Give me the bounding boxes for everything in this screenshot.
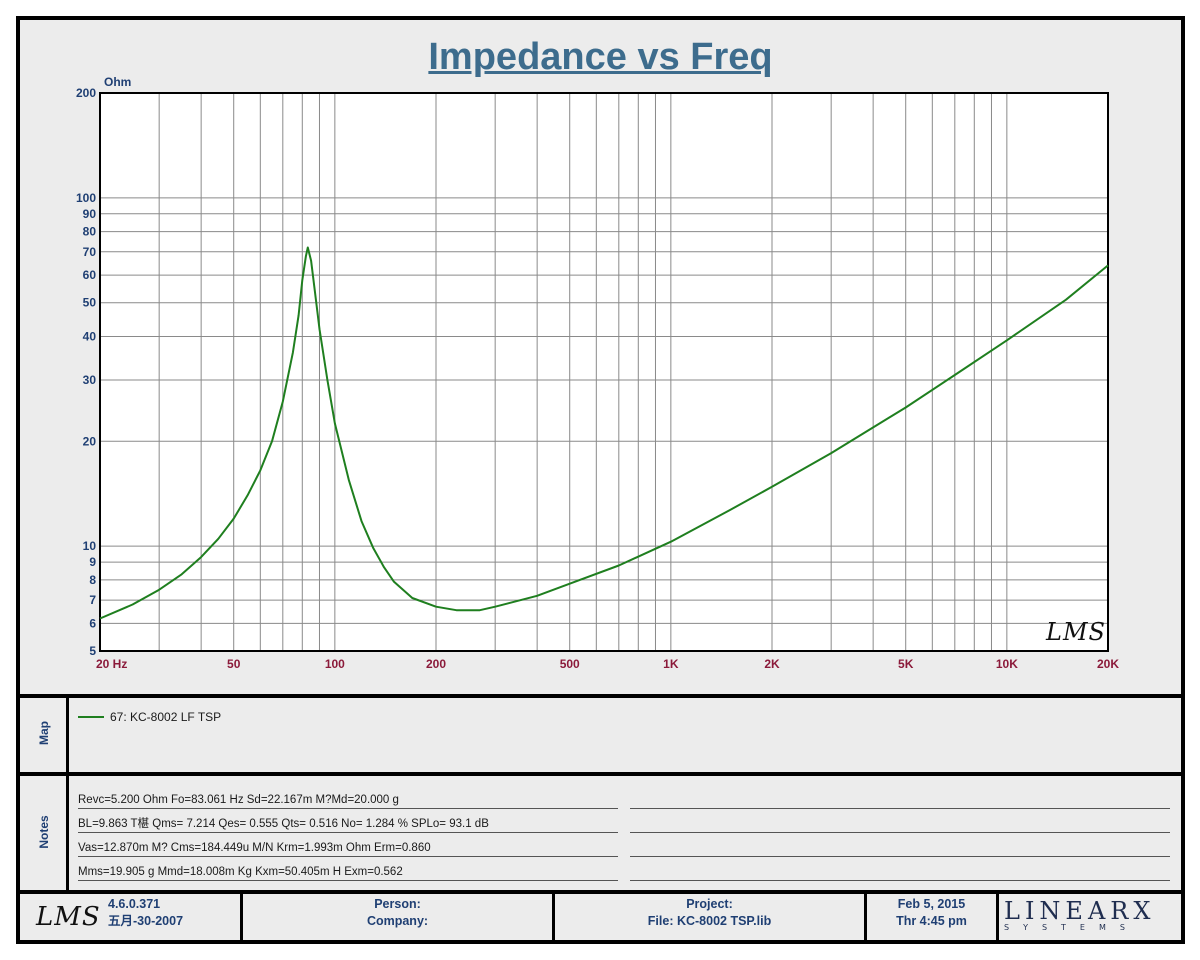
x-tick-label: 50 bbox=[227, 657, 241, 671]
side-divider-notes bbox=[66, 776, 69, 890]
y-tick-label: 30 bbox=[83, 373, 97, 387]
legend-label: 67: KC-8002 LF TSP bbox=[110, 710, 222, 724]
y-tick-label: 6 bbox=[89, 616, 96, 630]
notes-section-label: Notes bbox=[37, 815, 51, 849]
lms-logo: LMS bbox=[36, 902, 101, 932]
company-label: Company: bbox=[366, 914, 429, 928]
x-tick-label: 20 Hz bbox=[96, 657, 127, 671]
chart-title: Impedance vs Freq bbox=[428, 36, 773, 78]
map-section-label: Map bbox=[37, 721, 51, 745]
note-line-3: Vas=12.870m M? Cms=184.449u M/N Krm=1.99… bbox=[78, 840, 618, 857]
x-tick-label: 2K bbox=[764, 657, 780, 671]
x-tick-label: 1K bbox=[663, 657, 679, 671]
footer-divider-4 bbox=[996, 894, 999, 940]
legend-swatch bbox=[78, 716, 104, 718]
x-tick-label: 5K bbox=[898, 657, 914, 671]
linearx-sub: SYSTEMS bbox=[1004, 923, 1139, 932]
divider-footer-top bbox=[20, 890, 1181, 894]
linearx-brand: LINEARX bbox=[1004, 897, 1156, 925]
plot-border bbox=[99, 92, 1109, 652]
y-tick-label: 80 bbox=[83, 225, 97, 239]
y-tick-label: 8 bbox=[89, 573, 96, 587]
lms-watermark: LMS bbox=[1045, 618, 1106, 646]
footer-date: Feb 5, 2015 bbox=[897, 897, 966, 911]
y-tick-labels: 5 6 7 8 9 10 20 30 40 50 60 70 80 90 100 200 bbox=[76, 86, 96, 658]
project-cell: Project: File: KC-8002 TSP.lib bbox=[555, 896, 864, 936]
x-tick-labels: 20 Hz 50 100 200 500 1K 2K 5K 10K 20K bbox=[96, 657, 1119, 671]
x-tick-label: 200 bbox=[426, 657, 446, 671]
y-tick-label: 200 bbox=[76, 86, 96, 100]
version-number: 4.6.0.371 bbox=[108, 897, 161, 911]
side-divider-map bbox=[66, 698, 69, 772]
note-rule-4 bbox=[630, 880, 1170, 881]
note-line-2: BL=9.863 T椹 Qms= 7.214 Qes= 0.555 Qts= 0… bbox=[78, 816, 618, 833]
y-tick-label: 7 bbox=[89, 593, 96, 607]
x-tick-label: 10K bbox=[996, 657, 1018, 671]
y-tick-label: 10 bbox=[83, 539, 97, 553]
version-cell: 4.6.0.371 五月-30-2007 bbox=[108, 896, 228, 936]
project-label: Project: bbox=[686, 897, 733, 911]
y-tick-label: 9 bbox=[89, 555, 96, 569]
note-line-4: Mms=19.905 g Mmd=18.008m Kg Kxm=50.405m … bbox=[78, 864, 618, 881]
y-tick-label: 40 bbox=[83, 329, 97, 343]
footer-time: Thr 4:45 pm bbox=[896, 914, 967, 928]
y-tick-label: 100 bbox=[76, 191, 96, 205]
y-tick-label: 5 bbox=[89, 644, 96, 658]
footer-divider-3 bbox=[864, 894, 867, 940]
y-tick-label: 70 bbox=[83, 245, 97, 259]
note-rule-1 bbox=[630, 808, 1170, 809]
note-rule-3 bbox=[630, 856, 1170, 857]
linearx-logo: LINEARX SYSTEMS bbox=[1004, 899, 1174, 933]
y-tick-label: 50 bbox=[83, 296, 97, 310]
y-axis-label: Ohm bbox=[104, 75, 131, 89]
x-tick-label: 500 bbox=[560, 657, 580, 671]
x-tick-label: 20K bbox=[1097, 657, 1119, 671]
series-lines bbox=[99, 246, 1109, 620]
legend-entry: 67: KC-8002 LF TSP bbox=[78, 710, 221, 724]
plot-area bbox=[100, 93, 1108, 651]
x-tick-label: 100 bbox=[325, 657, 345, 671]
person-cell: Person: Company: bbox=[243, 896, 552, 936]
person-label: Person: bbox=[374, 897, 421, 911]
divider-map-top bbox=[20, 694, 1181, 698]
divider-notes-top bbox=[20, 772, 1181, 776]
footer-divider-1 bbox=[240, 894, 243, 940]
note-rule-2 bbox=[630, 832, 1170, 833]
note-line-1: Revc=5.200 Ohm Fo=83.061 Hz Sd=22.167m M… bbox=[78, 792, 618, 809]
report-frame: Impedance vs Freq Ohm 5 6 7 8 9 10 20 30 40 50 60 7… bbox=[16, 16, 1185, 944]
series-line bbox=[99, 246, 1109, 620]
y-tick-label: 90 bbox=[83, 207, 97, 221]
datetime-cell: Feb 5, 2015 Thr 4:45 pm bbox=[867, 896, 996, 936]
build-date: 五月-30-2007 bbox=[108, 914, 184, 928]
y-tick-label: 20 bbox=[83, 434, 97, 448]
footer-divider-2 bbox=[552, 894, 555, 940]
y-tick-label: 60 bbox=[83, 268, 97, 282]
file-label: File: KC-8002 TSP.lib bbox=[647, 914, 772, 928]
